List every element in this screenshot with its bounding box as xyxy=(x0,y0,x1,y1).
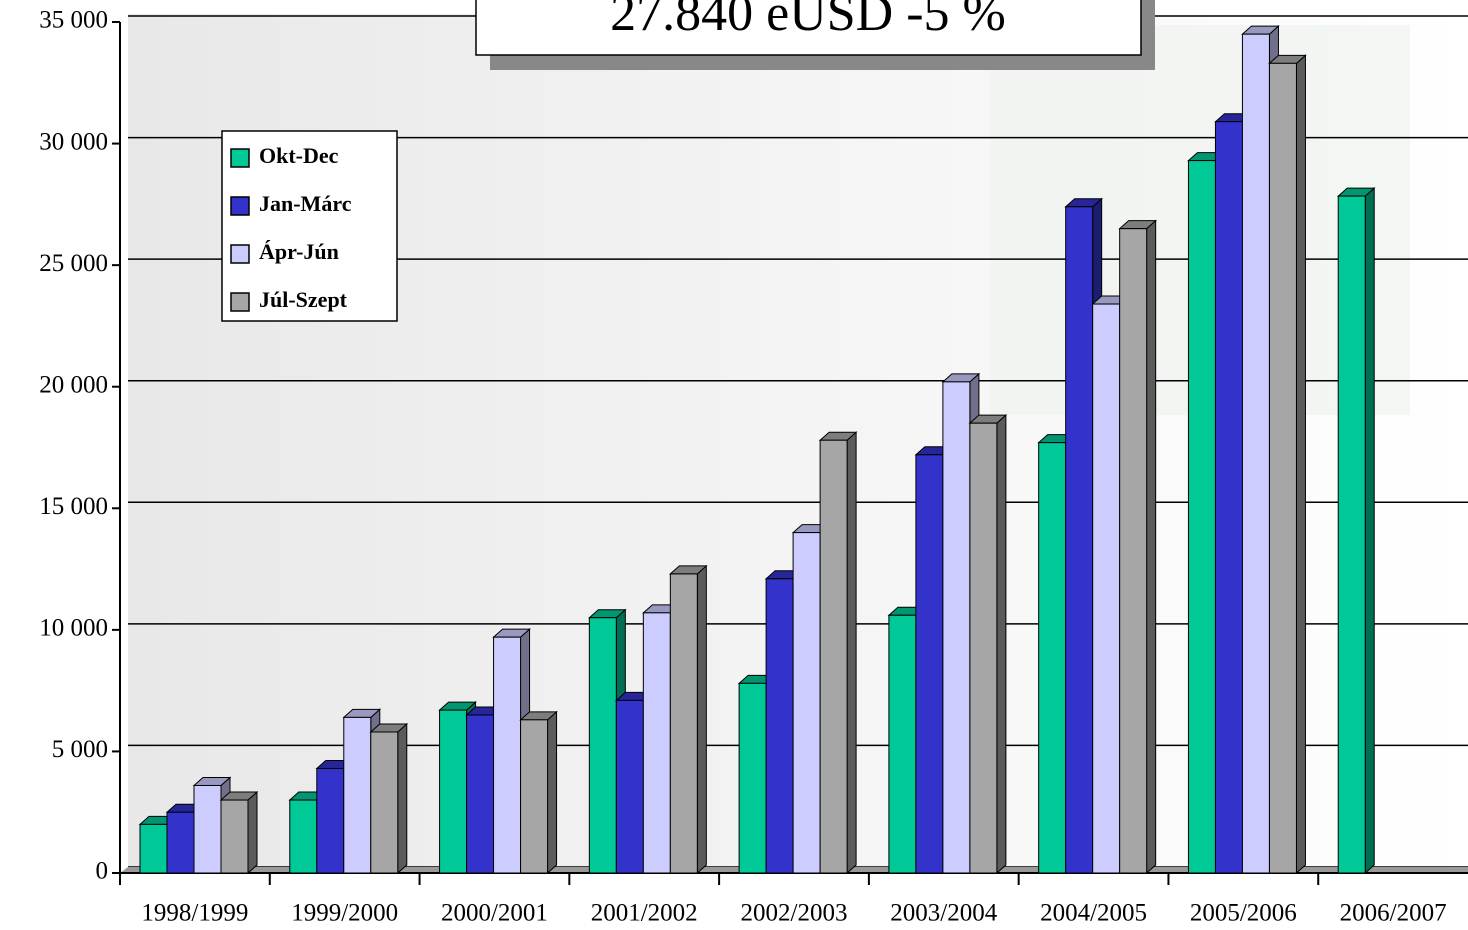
bar-side xyxy=(1146,219,1157,875)
x-tick-label: 1998/1999 xyxy=(141,900,248,927)
x-tick-label: 1999/2000 xyxy=(291,900,398,927)
x-tick-label: 2003/2004 xyxy=(890,900,997,927)
bar xyxy=(588,617,617,874)
y-tick-label: 20 000 xyxy=(39,371,108,398)
bar xyxy=(792,532,821,874)
legend-label: Ápr-Jún xyxy=(259,239,339,264)
legend-swatch xyxy=(230,148,250,168)
bar-side xyxy=(846,431,857,875)
bar xyxy=(915,454,944,874)
bar xyxy=(220,799,249,874)
bar xyxy=(942,381,971,874)
bar-side xyxy=(996,414,1007,875)
bar xyxy=(466,714,495,874)
x-tick-label: 2005/2006 xyxy=(1190,900,1297,927)
y-tick-label: 0 xyxy=(96,858,109,885)
bar xyxy=(615,699,644,874)
legend-label: Júl-Szept xyxy=(259,287,348,312)
bar xyxy=(819,439,848,874)
y-tick-label: 10 000 xyxy=(39,615,108,642)
bar-side xyxy=(547,710,558,875)
bar xyxy=(1119,228,1148,874)
bar xyxy=(493,636,522,874)
bar xyxy=(1241,33,1270,874)
bar xyxy=(316,767,345,874)
legend-swatch xyxy=(230,196,250,216)
bar xyxy=(888,614,917,874)
bar xyxy=(139,823,168,874)
bar xyxy=(1187,160,1216,874)
y-tick-label: 25 000 xyxy=(39,250,108,277)
bar xyxy=(1065,206,1094,874)
y-tick-label: 30 000 xyxy=(39,128,108,155)
bar xyxy=(969,422,998,874)
x-tick-label: 2000/2001 xyxy=(441,900,548,927)
bar xyxy=(193,784,222,874)
y-tick-label: 5 000 xyxy=(52,736,108,763)
legend-label: Jan-Márc xyxy=(259,191,352,216)
x-tick-label: 2004/2005 xyxy=(1040,900,1147,927)
x-tick-label: 2002/2003 xyxy=(741,900,848,927)
bar-side xyxy=(1295,54,1306,875)
bar xyxy=(1214,121,1243,874)
bar xyxy=(520,719,549,874)
y-tick-label: 15 000 xyxy=(39,493,108,520)
bar xyxy=(738,682,767,874)
bar xyxy=(1038,442,1067,874)
bar xyxy=(439,709,468,874)
bar xyxy=(1337,195,1366,874)
bar xyxy=(642,612,671,874)
bar xyxy=(1092,303,1121,874)
bar xyxy=(343,716,372,874)
x-tick-label: 2001/2002 xyxy=(591,900,698,927)
legend-box xyxy=(221,130,398,322)
y-tick-label: 35 000 xyxy=(39,7,108,34)
bar-side xyxy=(397,722,408,875)
bar xyxy=(669,573,698,874)
title-box xyxy=(475,0,1142,56)
bar-side xyxy=(247,790,258,875)
bar xyxy=(1268,62,1297,874)
legend-swatch xyxy=(230,292,250,312)
bar xyxy=(765,578,794,874)
bar-side xyxy=(696,564,707,875)
bar xyxy=(289,799,318,874)
bar xyxy=(166,811,195,874)
bar-side xyxy=(1364,186,1375,875)
legend-label: Okt-Dec xyxy=(259,143,339,168)
x-tick-label: 2006/2007 xyxy=(1340,900,1447,927)
chart-title: 27.840 eUSD -5 % xyxy=(610,0,1006,42)
bar xyxy=(370,731,399,874)
legend-swatch xyxy=(230,244,250,264)
